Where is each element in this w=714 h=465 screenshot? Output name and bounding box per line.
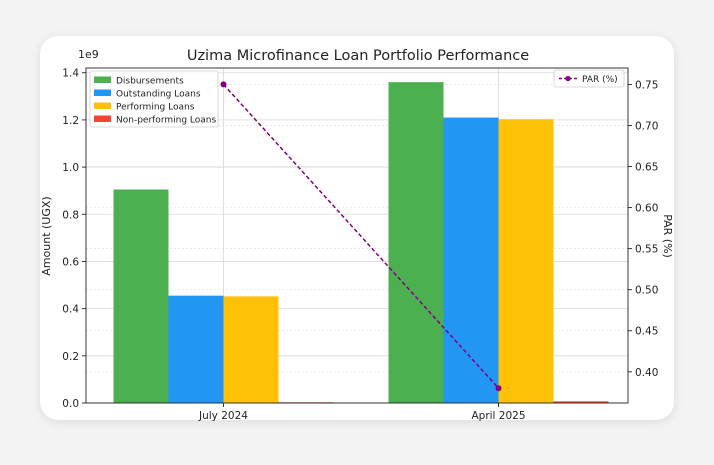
legend-swatch-1: [94, 89, 111, 96]
left-tick-label: 1.4: [62, 68, 79, 80]
left-tick-label: 0.8: [62, 209, 79, 221]
bar-outstanding-loans-1: [443, 117, 499, 404]
legend-swatch-0: [94, 76, 111, 83]
right-tick-label: 0.65: [635, 162, 658, 174]
par-point-0: [220, 81, 227, 88]
left-tick-label: 0.6: [62, 256, 79, 268]
legend-label-2: Performing Loans: [116, 103, 195, 113]
legend-swatch-2: [94, 102, 111, 109]
par-point-1: [495, 385, 502, 392]
legend-swatch-3: [94, 115, 111, 122]
line-legend-box: [553, 69, 625, 88]
right-tick-label: 0.45: [635, 326, 658, 338]
right-tick-label: 0.60: [635, 203, 658, 215]
bar-disbursements-0: [113, 189, 169, 403]
left-tick-label: 1.0: [62, 162, 79, 174]
right-axis-label: PAR (%): [661, 214, 674, 258]
bar-outstanding-loans-0: [168, 295, 224, 403]
plot-frame: [85, 67, 629, 404]
legend-label-1: Outstanding Loans: [116, 90, 201, 100]
left-axis-exponent: 1e9: [78, 48, 99, 61]
chart-title: Uzima Microfinance Loan Portfolio Perfor…: [187, 48, 529, 64]
right-tick-label: 0.70: [635, 120, 658, 132]
right-tick-label: 0.55: [635, 244, 658, 256]
right-tick-label: 0.40: [635, 367, 658, 379]
left-tick-label: 1.2: [62, 115, 79, 127]
bar-disbursements-1: [388, 82, 444, 403]
right-tick-label: 0.50: [635, 285, 658, 297]
legend-box: [89, 70, 219, 128]
legend-label-3: Non-performing Loans: [116, 116, 216, 126]
right-tick-label: 0.75: [635, 79, 658, 91]
bar-performing-loans-0: [223, 296, 279, 403]
legend-label-0: Disbursements: [116, 77, 184, 87]
line-legend-label: PAR (%): [582, 75, 618, 85]
bar-performing-loans-1: [498, 119, 554, 403]
line-legend-marker: [565, 75, 571, 82]
bar-non-performing-loans-1: [553, 401, 609, 403]
left-axis-label: Amount (UGX): [40, 196, 53, 275]
left-tick-label: 0.4: [62, 304, 79, 316]
left-tick-label: 0.2: [62, 351, 79, 363]
x-tick-label: July 2024: [198, 410, 248, 422]
par-line: [222, 83, 500, 389]
x-tick-label: April 2025: [471, 410, 525, 422]
left-tick-label: 0.0: [62, 398, 79, 410]
